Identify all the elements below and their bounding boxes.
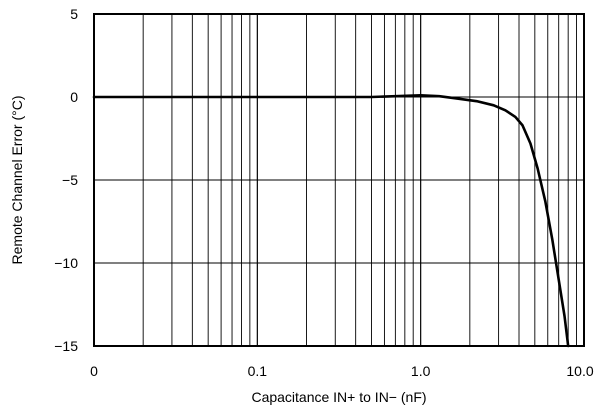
x-axis-label: Capacitance IN+ to IN− (nF) bbox=[251, 389, 426, 405]
y-axis-label: Remote Channel Error (°C) bbox=[9, 96, 25, 265]
x-tick-label: 0.1 bbox=[248, 363, 268, 379]
y-tick-label: 5 bbox=[70, 6, 78, 22]
tick-layer: 5 0 −5 −10 −15 0 0.1 1.0 10.0 bbox=[54, 6, 594, 379]
y-tick-label: −10 bbox=[54, 255, 78, 271]
x-tick-label: 1.0 bbox=[411, 363, 431, 379]
y-tick-label: 0 bbox=[70, 89, 78, 105]
x-tick-label: 10.0 bbox=[566, 363, 593, 379]
series-line bbox=[92, 94, 570, 348]
grid-layer bbox=[94, 14, 584, 346]
y-tick-label: −15 bbox=[54, 338, 78, 354]
y-tick-label: −5 bbox=[62, 172, 78, 188]
x-tick-label: 0 bbox=[90, 363, 98, 379]
plot-frame bbox=[93, 13, 585, 347]
series-layer bbox=[92, 94, 570, 348]
